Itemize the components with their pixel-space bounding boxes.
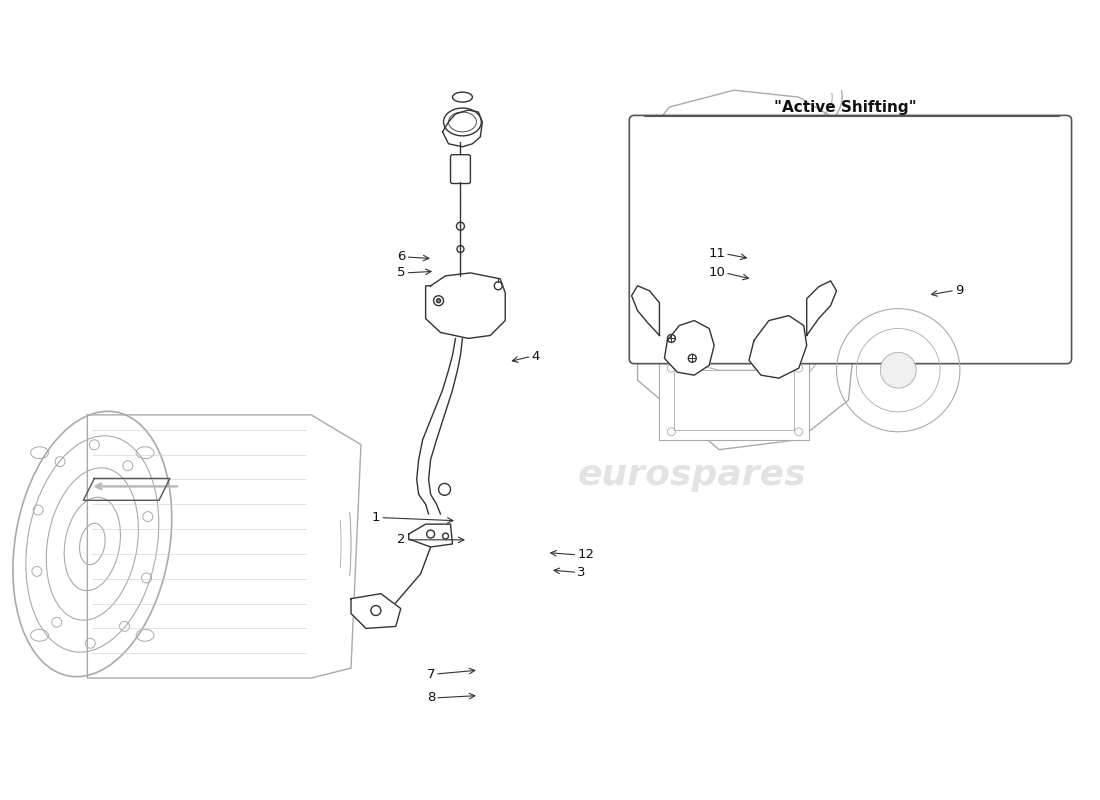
Polygon shape xyxy=(638,90,868,450)
Polygon shape xyxy=(442,110,482,146)
Text: 8: 8 xyxy=(427,691,436,705)
Polygon shape xyxy=(664,321,714,375)
Text: 9: 9 xyxy=(955,284,964,297)
Text: 3: 3 xyxy=(578,566,586,579)
Text: 10: 10 xyxy=(708,266,725,279)
Polygon shape xyxy=(84,478,169,500)
Text: "Active Shifting": "Active Shifting" xyxy=(774,100,916,115)
Text: 4: 4 xyxy=(531,350,540,363)
Text: 1: 1 xyxy=(372,511,381,524)
Text: 12: 12 xyxy=(578,549,594,562)
FancyBboxPatch shape xyxy=(451,154,471,183)
Polygon shape xyxy=(659,360,808,440)
Circle shape xyxy=(880,352,916,388)
Text: eurospares: eurospares xyxy=(578,458,806,493)
Text: eurospares: eurospares xyxy=(102,458,330,493)
Polygon shape xyxy=(87,415,361,678)
Polygon shape xyxy=(409,524,452,547)
Text: 7: 7 xyxy=(427,667,436,681)
Text: 2: 2 xyxy=(397,534,406,546)
Polygon shape xyxy=(659,117,818,410)
Text: 6: 6 xyxy=(397,250,406,263)
Polygon shape xyxy=(351,594,400,629)
Polygon shape xyxy=(680,157,779,370)
Polygon shape xyxy=(426,273,505,338)
Text: 5: 5 xyxy=(397,266,406,279)
Polygon shape xyxy=(631,286,659,335)
Circle shape xyxy=(437,298,441,302)
Polygon shape xyxy=(749,315,806,378)
Text: 11: 11 xyxy=(708,247,725,260)
Polygon shape xyxy=(806,281,836,335)
FancyBboxPatch shape xyxy=(629,115,1071,364)
